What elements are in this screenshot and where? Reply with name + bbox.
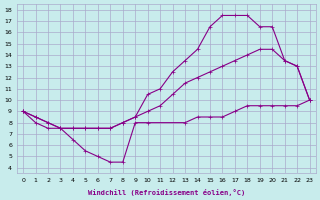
- X-axis label: Windchill (Refroidissement éolien,°C): Windchill (Refroidissement éolien,°C): [88, 189, 245, 196]
